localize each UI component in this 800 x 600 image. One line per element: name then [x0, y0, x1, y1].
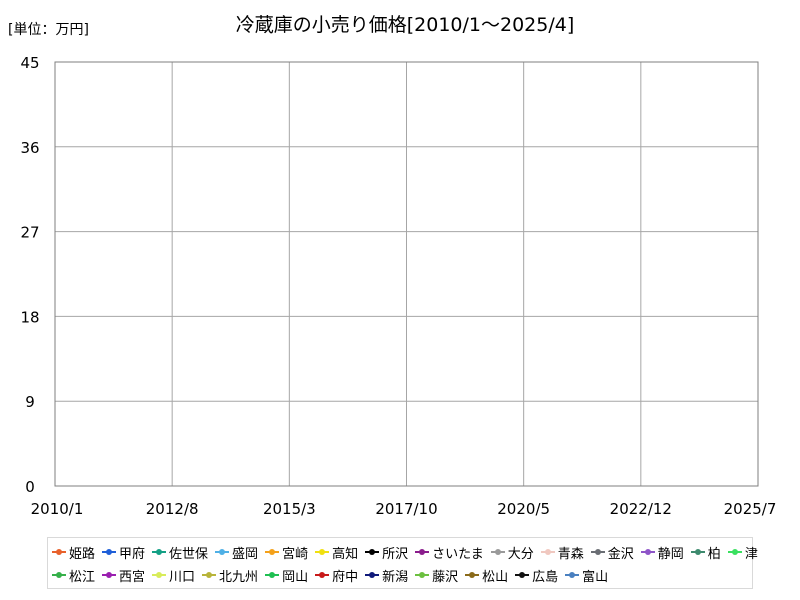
plot-area: [54, 61, 759, 487]
y-axis: 0 9 18 27 36 45: [20, 54, 39, 496]
legend-label: 所沢: [382, 546, 409, 562]
legend-swatch: [690, 549, 705, 555]
legend-label: 藤沢: [432, 569, 459, 585]
legend-item: 柏: [690, 543, 721, 562]
legend-label: 松江: [69, 569, 96, 585]
legend-label: 青森: [557, 546, 584, 562]
legend-item: 静岡: [640, 543, 684, 562]
legend-label: 大分: [507, 546, 534, 562]
unit-label: [単位：万円]: [8, 22, 89, 38]
legend-swatch: [565, 572, 580, 578]
x-tick-label: 2017/10: [375, 500, 437, 518]
legend-label: 広島: [532, 569, 559, 585]
legend-swatch: [265, 549, 280, 555]
legend-label: 盛岡: [232, 546, 259, 562]
y-tick-label: 18: [20, 308, 39, 326]
legend-label: 金沢: [607, 546, 634, 562]
legend-item: 松江: [52, 566, 95, 585]
legend-label: 川口: [169, 569, 196, 585]
legend-swatch: [365, 572, 380, 578]
legend-item: 岡山: [265, 566, 308, 585]
legend-swatch: [415, 549, 430, 555]
legend-swatch: [365, 549, 380, 555]
chart-title: 冷蔵庫の小売り価格[2010/1〜2025/4]: [236, 14, 575, 36]
x-tick-label: 2012/8: [146, 500, 199, 518]
legend-label: 富山: [582, 569, 609, 585]
legend-swatch: [265, 572, 280, 578]
legend-swatch: [215, 549, 230, 555]
x-tick-label: 2022/12: [610, 500, 672, 518]
legend-item: 金沢: [590, 543, 634, 562]
legend-item: さいたま: [415, 543, 484, 562]
legend-label: さいたま: [432, 546, 484, 562]
legend-swatch: [515, 572, 530, 578]
legend-label: 津: [744, 546, 758, 562]
legend-label: 新潟: [382, 569, 409, 585]
x-tick-label: 2025/7: [724, 500, 777, 518]
legend-item: 所沢: [365, 543, 408, 562]
legend-label: 岡山: [282, 569, 309, 585]
legend-label: 姫路: [69, 546, 96, 562]
legend-item: 富山: [565, 566, 608, 585]
legend-swatch: [490, 549, 505, 555]
legend-swatch: [415, 572, 430, 578]
legend-label: 静岡: [657, 546, 684, 562]
legend-label: 高知: [332, 546, 359, 562]
legend-item: 宮崎: [265, 543, 308, 562]
x-tick-label: 2015/3: [263, 500, 316, 518]
legend-label: 西宮: [119, 569, 146, 585]
legend-item: 新潟: [365, 566, 408, 585]
legend-item: 盛岡: [215, 543, 258, 562]
legend-item: 高知: [315, 543, 358, 562]
legend-item: 北九州: [202, 566, 258, 585]
y-tick-label: 27: [20, 224, 39, 242]
legend-item: 松山: [465, 566, 508, 585]
x-tick-label: 2010/1: [31, 500, 84, 518]
legend-swatch: [52, 572, 66, 578]
legend-swatch: [52, 549, 66, 555]
legend-label: 府中: [332, 569, 359, 585]
y-tick-label: 36: [20, 139, 39, 157]
legend-swatch: [315, 572, 330, 578]
legend-label: 松山: [482, 569, 509, 585]
legend-label: 佐世保: [169, 546, 209, 562]
y-tick-label: 0: [25, 478, 35, 496]
legend-item: 津: [727, 543, 758, 562]
legend-swatch: [102, 572, 117, 578]
legend: 姫路 甲府 佐世保 盛岡 宮崎 高知 所沢 さいたま 大分 青森 金沢 静岡 柏 津 松江 西宮 川口 北九州 岡…: [47, 537, 758, 589]
legend-row: 松江 西宮 川口 北九州 岡山 府中 新潟 藤沢 松山 広島 富山: [52, 564, 615, 586]
x-tick-label: 2020/5: [497, 500, 550, 518]
legend-item: 藤沢: [415, 566, 458, 585]
y-tick-label: 45: [20, 54, 39, 72]
grid: [55, 62, 758, 486]
legend-item: 広島: [515, 566, 558, 585]
legend-label: 甲府: [119, 546, 146, 562]
legend-item: 佐世保: [152, 543, 208, 562]
y-tick-label: 9: [25, 393, 35, 411]
legend-item: 大分: [490, 543, 534, 562]
legend-swatch: [152, 572, 167, 578]
legend-label: 宮崎: [282, 546, 309, 562]
legend-row: 姫路 甲府 佐世保 盛岡 宮崎 高知 所沢 さいたま 大分 青森 金沢 静岡 柏 津: [52, 541, 765, 563]
legend-item: 青森: [540, 543, 584, 562]
x-axis: 2010/1 2012/8 2015/3 2017/10 2020/5 2022/12 20…: [31, 500, 777, 518]
legend-swatch: [540, 549, 555, 555]
legend-item: 甲府: [102, 543, 145, 562]
legend-swatch: [590, 549, 605, 555]
legend-swatch: [465, 572, 480, 578]
legend-swatch: [202, 572, 217, 578]
legend-swatch: [640, 549, 655, 555]
legend-label: 北九州: [219, 569, 259, 585]
legend-swatch: [315, 549, 330, 555]
legend-swatch: [102, 549, 117, 555]
legend-item: 川口: [152, 566, 195, 585]
legend-swatch: [727, 549, 742, 555]
legend-item: 府中: [315, 566, 358, 585]
legend-label: 柏: [707, 546, 721, 562]
legend-swatch: [152, 549, 167, 555]
legend-item: 姫路: [52, 543, 95, 562]
legend-item: 西宮: [102, 566, 145, 585]
